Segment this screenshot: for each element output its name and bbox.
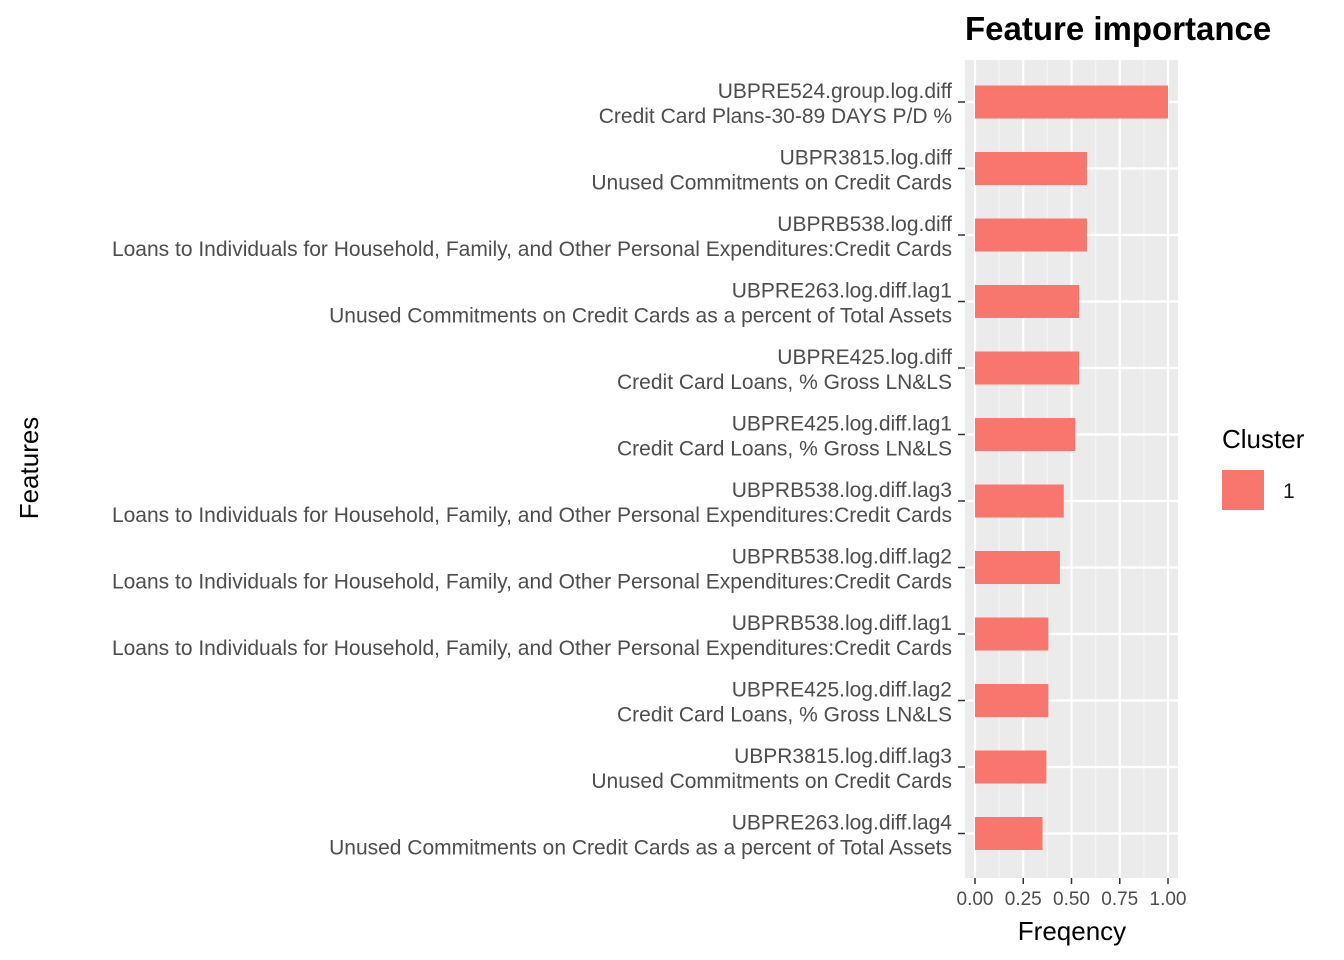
y-tick-label-desc: Loans to Individuals for Household, Fami… xyxy=(112,637,952,660)
y-tick-label-code: UBPRE263.log.diff.lag4 xyxy=(732,812,953,835)
y-tick-label-code: UBPRE524.group.log.diff xyxy=(718,80,952,103)
x-tick-label: 0.50 xyxy=(1053,889,1090,910)
y-tick-label-code: UBPR3815.log.diff xyxy=(780,147,953,170)
bar xyxy=(975,285,1080,318)
bar xyxy=(975,152,1087,185)
bar xyxy=(975,85,1168,119)
x-tick-label: 1.00 xyxy=(1150,889,1187,910)
y-tick-label-desc: Unused Commitments on Credit Cards xyxy=(591,172,952,195)
bar xyxy=(975,484,1064,518)
x-tick-label: 0.00 xyxy=(957,889,994,910)
bar xyxy=(975,684,1049,717)
y-axis-title: Features xyxy=(14,417,44,520)
legend-title: Cluster xyxy=(1222,424,1305,454)
x-tick-label: 0.75 xyxy=(1101,889,1138,910)
y-tick-label-desc: Credit Card Loans, % Gross LN&LS xyxy=(617,438,952,461)
bar xyxy=(975,617,1049,651)
y-tick-label-code: UBPRE425.log.diff xyxy=(777,346,952,369)
bars-group xyxy=(975,85,1168,850)
y-tick-label-code: UBPRB538.log.diff.lag3 xyxy=(732,479,952,502)
y-tick-label-desc: Unused Commitments on Credit Cards as a … xyxy=(329,305,952,328)
bar xyxy=(975,218,1087,252)
bar xyxy=(975,750,1047,784)
bar xyxy=(975,551,1060,584)
y-tick-label-desc: Unused Commitments on Credit Cards xyxy=(591,770,952,793)
x-tick-label: 0.25 xyxy=(1005,889,1042,910)
y-tick-label-code: UBPRB538.log.diff.lag2 xyxy=(732,546,952,569)
legend-label: 1 xyxy=(1283,480,1295,503)
y-tick-label-code: UBPRB538.log.diff.lag1 xyxy=(732,612,952,635)
bar xyxy=(975,418,1076,451)
y-tick-label-desc: Credit Card Loans, % Gross LN&LS xyxy=(617,704,952,727)
y-tick-label-code: UBPRE425.log.diff.lag2 xyxy=(732,679,952,702)
legend: Cluster 1 xyxy=(1222,424,1305,510)
y-tick-label-desc: Credit Card Loans, % Gross LN&LS xyxy=(617,371,952,394)
y-tick-label-code: UBPRB538.log.diff xyxy=(777,213,952,236)
y-tick-label-code: UBPR3815.log.diff.lag3 xyxy=(734,745,952,768)
y-tick-label-desc: Loans to Individuals for Household, Fami… xyxy=(112,238,952,261)
bar xyxy=(975,351,1080,385)
x-tick-labels: 0.00 0.25 0.50 0.75 1.00 xyxy=(957,878,1187,910)
y-tick-label-desc: Unused Commitments on Credit Cards as a … xyxy=(329,837,952,860)
chart-title: Feature importance xyxy=(965,10,1271,47)
y-tick-label-desc: Loans to Individuals for Household, Fami… xyxy=(112,571,952,594)
y-tick-label-code: UBPRE425.log.diff.lag1 xyxy=(732,413,952,436)
x-axis-title: Freqency xyxy=(1018,916,1126,946)
bar xyxy=(975,817,1043,850)
y-tick-label-desc: Credit Card Plans-30-89 DAYS P/D % xyxy=(599,105,952,128)
y-tick-label-code: UBPRE263.log.diff.lag1 xyxy=(732,280,952,303)
legend-key-swatch xyxy=(1222,470,1264,510)
y-tick-label-desc: Loans to Individuals for Household, Fami… xyxy=(112,504,952,527)
